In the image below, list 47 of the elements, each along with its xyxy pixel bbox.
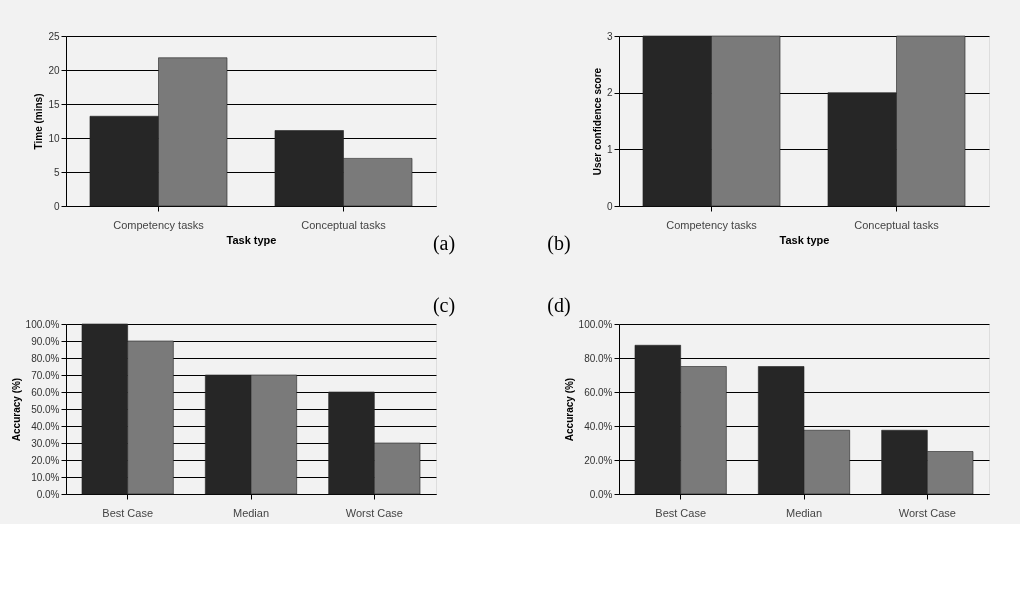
y-tick-label: 80.0%: [584, 352, 613, 364]
y-tick-label: 2: [606, 87, 613, 99]
y-axis-title: Time (mins): [33, 93, 45, 150]
y-tick-label: 20: [48, 64, 60, 76]
x-tick-label: Conceptual tasks: [854, 218, 940, 231]
y-axis-title: Accuracy (%): [563, 377, 575, 442]
x-tick-label: Best Case: [102, 506, 154, 519]
x-tick-label: Median: [785, 506, 823, 519]
y-tick-label: 25: [48, 30, 60, 42]
y-tick-label: 50.0%: [31, 403, 60, 415]
y-tick-label: 1: [606, 143, 613, 155]
y-axis-title: User confidence score: [591, 67, 603, 176]
x-tick-label: Competency tasks: [113, 218, 205, 231]
y-tick-label: 10.0%: [31, 471, 60, 483]
y-tick-label: 15: [48, 98, 60, 110]
y-tick-label: 3: [606, 30, 613, 42]
x-tick-label: Conceptual tasks: [301, 218, 387, 231]
y-tick-label: 0: [606, 200, 613, 212]
y-tick-label: 5: [53, 166, 60, 178]
y-axis-title: Accuracy (%): [10, 377, 22, 442]
x-tick-label: Competency tasks: [666, 218, 758, 231]
text: (c): [432, 294, 456, 317]
y-tick-label: 0: [53, 200, 60, 212]
x-tick-label: Median: [232, 506, 270, 519]
y-tick-label: 100.0%: [25, 318, 60, 330]
y-tick-label: 80.0%: [31, 352, 60, 364]
y-tick-label: 0.0%: [589, 488, 613, 500]
y-tick-label: 30.0%: [31, 437, 60, 449]
x-tick-label: Worst Case: [345, 506, 403, 519]
y-tick-label: 70.0%: [31, 369, 60, 381]
y-tick-label: 40.0%: [31, 420, 60, 432]
y-tick-label: 100.0%: [578, 318, 613, 330]
x-axis-title: Task type: [779, 233, 830, 246]
y-tick-label: 40.0%: [584, 420, 613, 432]
y-tick-label: 90.0%: [31, 335, 60, 347]
x-axis-title: Task type: [226, 233, 277, 246]
text: (b): [547, 232, 571, 255]
y-tick-label: 20.0%: [31, 454, 60, 466]
y-tick-label: 60.0%: [584, 386, 613, 398]
x-tick-label: Worst Case: [898, 506, 956, 519]
text: (d): [547, 294, 571, 317]
y-tick-label: 60.0%: [31, 386, 60, 398]
y-tick-label: 10: [48, 132, 60, 144]
x-tick-label: Best Case: [655, 506, 707, 519]
y-tick-label: 20.0%: [584, 454, 613, 466]
y-tick-label: 0.0%: [36, 488, 60, 500]
text: (a): [432, 232, 456, 255]
